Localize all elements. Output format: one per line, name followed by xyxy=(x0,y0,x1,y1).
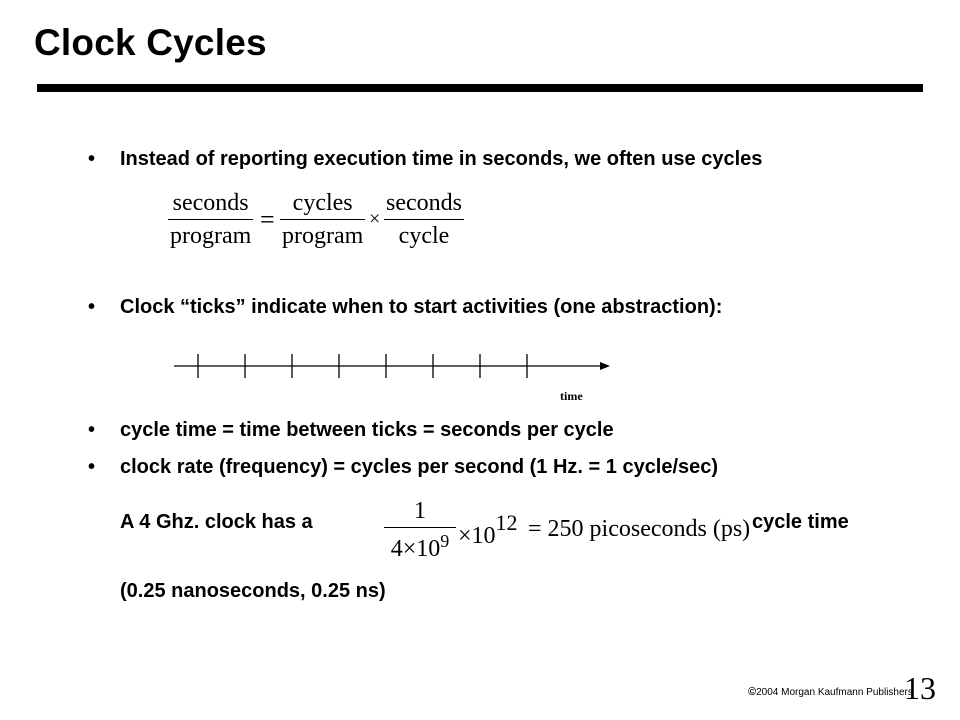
bullet-4: • clock rate (frequency) = cycles per sec… xyxy=(88,456,718,479)
equals-sign: = xyxy=(260,205,275,234)
title-rule xyxy=(37,84,923,92)
fraction-numerator: cycles xyxy=(292,190,353,216)
page-number: 13 xyxy=(904,670,936,706)
picoseconds-result: = 250 picoseconds (ps) xyxy=(528,516,751,542)
bullet-3-text: cycle time = time between ticks = second… xyxy=(120,419,614,441)
bullet-1-text: Instead of reporting execution time in s… xyxy=(120,148,763,170)
clock-timeline: time xyxy=(174,354,610,403)
bullet-4-text: clock rate (frequency) = cycles per seco… xyxy=(120,456,719,478)
denominator-exponent: 9 xyxy=(440,531,450,552)
example-suffix: cycle time xyxy=(752,511,849,533)
fraction-denominator: 4×109 xyxy=(384,531,456,563)
timeline-arrowhead xyxy=(600,362,610,370)
bullet-2: • Clock “ticks” indicate when to start ac… xyxy=(88,296,722,319)
cycles-per-program-fraction: cycles program xyxy=(280,190,366,250)
seconds-per-program-fraction: seconds program xyxy=(168,190,254,250)
fraction-bar xyxy=(384,527,456,529)
bullet-dot: • xyxy=(88,296,96,318)
timeline-ticks xyxy=(197,354,528,378)
fraction-denominator: program xyxy=(170,223,252,250)
one-over-4e9-fraction: 1 4×109 xyxy=(384,498,456,563)
nanoseconds-note: (0.25 nanoseconds, 0.25 ns) xyxy=(120,580,386,602)
fraction-denominator: cycle xyxy=(398,223,450,250)
denominator-base: 4×10 xyxy=(390,536,441,563)
times-ten-text: ×10 xyxy=(458,523,496,549)
fraction-bar xyxy=(384,219,464,221)
bullet-2-text: Clock “ticks” indicate when to start act… xyxy=(120,296,723,318)
fraction-numerator: seconds xyxy=(386,190,462,216)
fraction-numerator: 1 xyxy=(414,498,426,524)
copyright-symbol: © xyxy=(748,686,757,698)
bullet-1: • Instead of reporting execution time in … xyxy=(88,148,762,171)
seconds-per-cycle-fraction: seconds cycle xyxy=(384,190,464,250)
bullet-3: • cycle time = time between ticks = secon… xyxy=(88,419,614,442)
timeline-label: time xyxy=(560,389,583,403)
fraction-bar xyxy=(280,219,366,221)
bullet-dot: • xyxy=(88,456,96,478)
footer-copyright: ©2004 Morgan Kaufmann Publishers xyxy=(748,686,913,698)
bullet-dot: • xyxy=(88,419,96,441)
footer-text: 2004 Morgan Kaufmann Publishers xyxy=(756,687,913,698)
fraction-bar xyxy=(168,219,254,221)
example-prefix: A 4 Ghz. clock has a xyxy=(120,511,313,533)
fraction-denominator: program xyxy=(282,223,364,250)
slide-title: Clock Cycles xyxy=(34,22,267,63)
times-ten: ×1012 xyxy=(458,510,518,550)
fraction-numerator: seconds xyxy=(172,190,249,216)
bullet-dot: • xyxy=(88,148,96,170)
times-sign: × xyxy=(369,208,381,230)
times-ten-exponent: 12 xyxy=(495,510,518,535)
